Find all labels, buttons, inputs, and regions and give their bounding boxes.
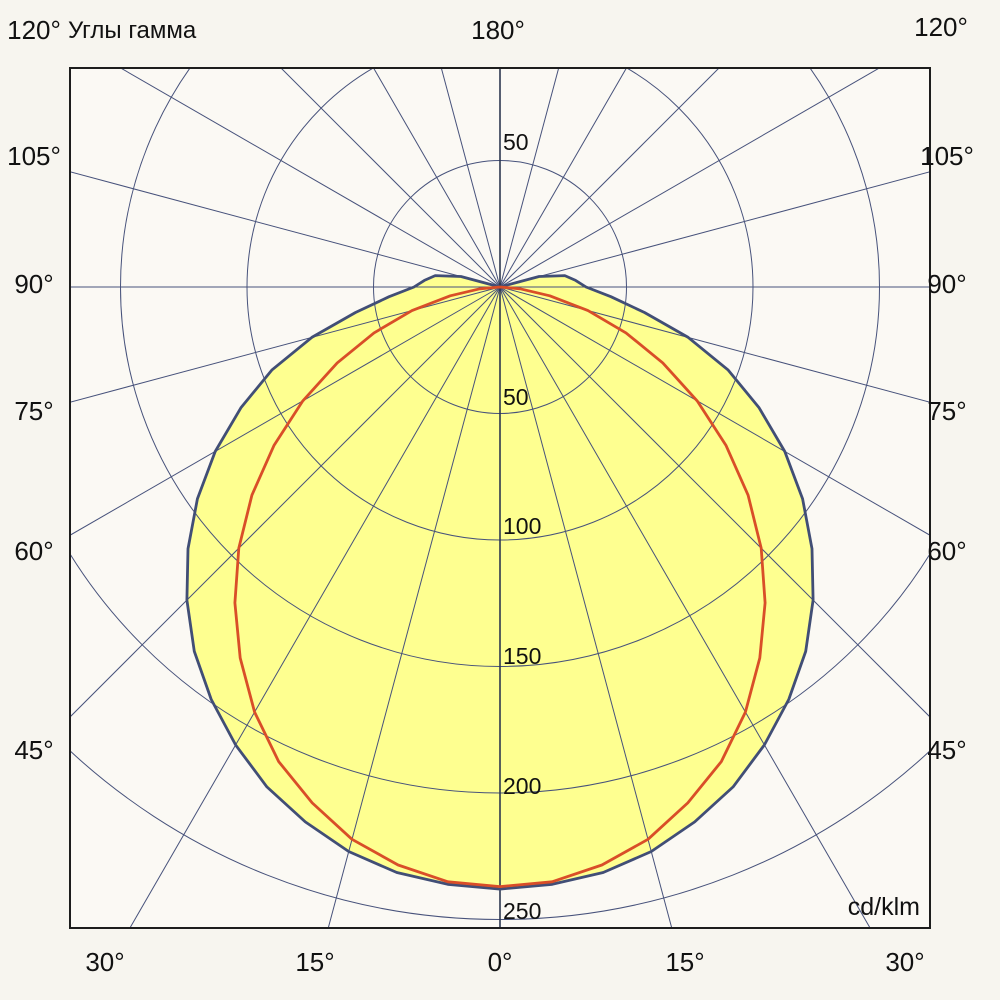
plot-title: Углы гамма (68, 17, 197, 44)
gamma-angle-label-left-45: 45° (14, 735, 54, 765)
gamma-angle-label-top-right: 120° (914, 12, 968, 42)
gamma-angle-label-bottom-30r: 30° (885, 947, 925, 977)
gamma-angle-label-right-75: 75° (927, 396, 967, 426)
intensity-curve-main (185, 274, 815, 891)
gamma-angle-label-left-75: 75° (14, 396, 54, 426)
gamma-angle-label-right-60: 60° (927, 536, 967, 566)
gamma-angle-label-bottom-0: 0° (487, 947, 513, 977)
plot-border (69, 67, 931, 929)
gamma-angle-label-bottom-15l: 15° (295, 947, 335, 977)
radial-tick-label-50-upper: 50 (503, 129, 529, 155)
gamma-angle-label-top-center: 180° (471, 15, 525, 45)
gamma-angle-label-right-105: 105° (920, 141, 974, 171)
gamma-angle-label-left-90: 90° (14, 269, 54, 299)
radial-tick-label-50: 50 (503, 384, 529, 410)
radial-tick-label-100: 100 (503, 513, 542, 539)
intensity-curve-secondary (233, 285, 767, 888)
gamma-angle-label-left-105: 105° (7, 141, 61, 171)
gamma-angle-label-right-90: 90° (927, 269, 967, 299)
radial-tick-label-250: 250 (503, 898, 542, 924)
radial-tick-label-200: 200 (503, 773, 542, 799)
gamma-angle-label-bottom-15r: 15° (665, 947, 705, 977)
gamma-angle-label-left-60: 60° (14, 536, 54, 566)
unit-label: cd/klm (847, 893, 920, 921)
radial-tick-label-150: 150 (503, 643, 542, 669)
gamma-angle-label-bottom-30l: 30° (85, 947, 125, 977)
gamma-angle-label-right-45: 45° (927, 735, 967, 765)
gamma-angle-label-top-left: 120° (7, 15, 61, 45)
